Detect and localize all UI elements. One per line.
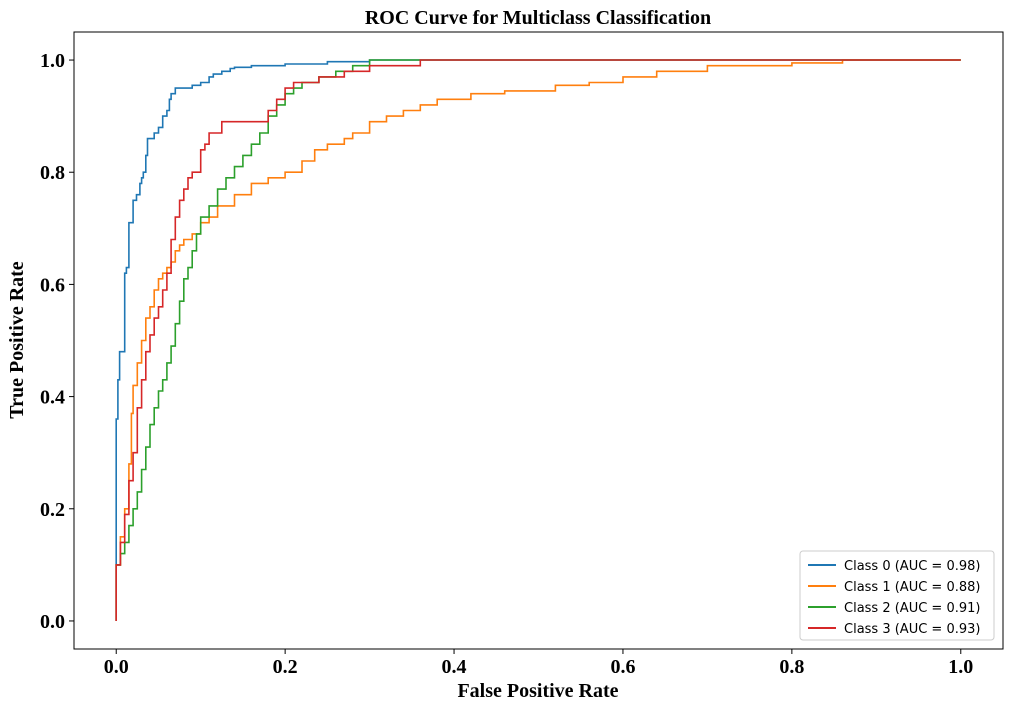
y-tick-label: 0.8: [40, 162, 65, 184]
x-axis-ticks: 0.0 0.2 0.4 0.6 0.8 1.0: [104, 649, 973, 678]
x-tick-label: 0.2: [273, 656, 298, 678]
legend-label: Class 3 (AUC = 0.93): [844, 622, 980, 637]
x-axis-label: False Positive Rate: [457, 680, 618, 702]
roc-line-class-0: [115, 59, 961, 621]
roc-line-class-3: [115, 59, 961, 621]
legend-label: Class 1 (AUC = 0.88): [844, 580, 980, 595]
roc-line-class-2: [115, 59, 961, 621]
legend-box: [799, 550, 995, 641]
x-tick-label: 0.8: [779, 656, 804, 678]
x-tick-label: 0.6: [610, 656, 635, 678]
y-tick-label: 0.2: [40, 499, 65, 521]
y-axis-ticks: 0.0 0.2 0.4 0.6 0.8 1.0: [40, 50, 74, 633]
y-tick-label: 0.0: [40, 611, 65, 633]
y-tick-label: 1.0: [40, 50, 65, 72]
plot-frame: [73, 31, 1004, 650]
legend: Class 0 (AUC = 0.98) Class 1 (AUC = 0.88)…: [799, 550, 995, 641]
x-tick-label: 1.0: [948, 656, 973, 678]
legend-label: Class 2 (AUC = 0.91): [844, 601, 980, 616]
legend-label: Class 0 (AUC = 0.98): [844, 559, 980, 574]
x-tick-label: 0.4: [442, 656, 467, 678]
chart-title: ROC Curve for Multiclass Classification: [365, 7, 711, 29]
y-tick-label: 0.6: [40, 274, 65, 296]
y-axis-label: True Positive Rate: [6, 261, 28, 418]
roc-line-class-1: [115, 59, 961, 621]
plot-area: [73, 31, 1004, 650]
x-tick-label: 0.0: [104, 656, 129, 678]
plot-background: [74, 32, 1003, 649]
y-tick-label: 0.4: [40, 387, 65, 409]
